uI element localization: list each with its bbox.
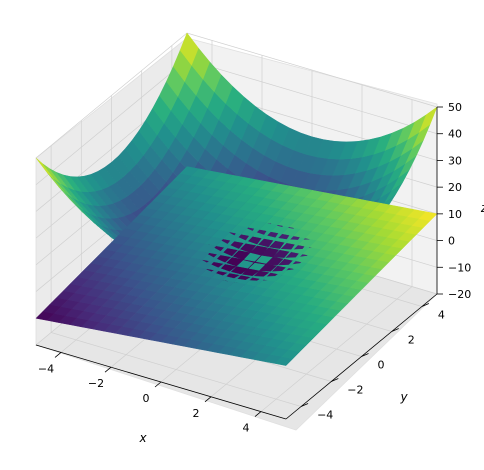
- x-tick-mark: [204, 396, 212, 403]
- x-tick-label: −2: [88, 377, 104, 390]
- surfaces: [35, 32, 438, 366]
- y-tick-mark: [331, 378, 339, 382]
- surface-paraboloid-patch: [179, 32, 199, 66]
- z-tick-label: 10: [448, 208, 462, 221]
- x-tick-label: −4: [38, 362, 54, 375]
- y-tick-label: 0: [378, 359, 385, 372]
- x-tick-label: 2: [193, 407, 200, 420]
- surface-x-plus-y-patch: [179, 166, 199, 176]
- x-tick-mark: [54, 352, 62, 358]
- z-tick-label: 20: [448, 181, 462, 194]
- y-axis-label: y: [399, 390, 408, 404]
- x-tick-label: 4: [243, 422, 250, 435]
- y-tick-label: −2: [347, 384, 363, 397]
- z-tick-label: 30: [448, 154, 462, 167]
- y-tick-mark: [391, 328, 399, 332]
- z-tick-label: −20: [448, 288, 471, 301]
- y-tick-mark: [300, 403, 309, 407]
- y-tick-mark: [421, 303, 430, 307]
- y-tick-label: 2: [408, 334, 415, 347]
- y-tick-label: −4: [317, 409, 333, 422]
- y-tick-mark: [361, 353, 369, 357]
- z-tick-label: 40: [448, 128, 462, 141]
- z-tick-label: 0: [448, 235, 455, 248]
- x-tick-label: 0: [143, 392, 150, 405]
- y-tick-label: 4: [438, 309, 445, 322]
- x-axis-label: x: [138, 431, 147, 445]
- z-axis-label: z: [480, 201, 484, 215]
- x-tick-mark: [104, 366, 112, 373]
- z-tick-label: 50: [448, 101, 462, 114]
- z-tick-label: −10: [448, 261, 471, 274]
- x-tick-mark: [154, 381, 162, 388]
- x-tick-mark: [254, 411, 262, 417]
